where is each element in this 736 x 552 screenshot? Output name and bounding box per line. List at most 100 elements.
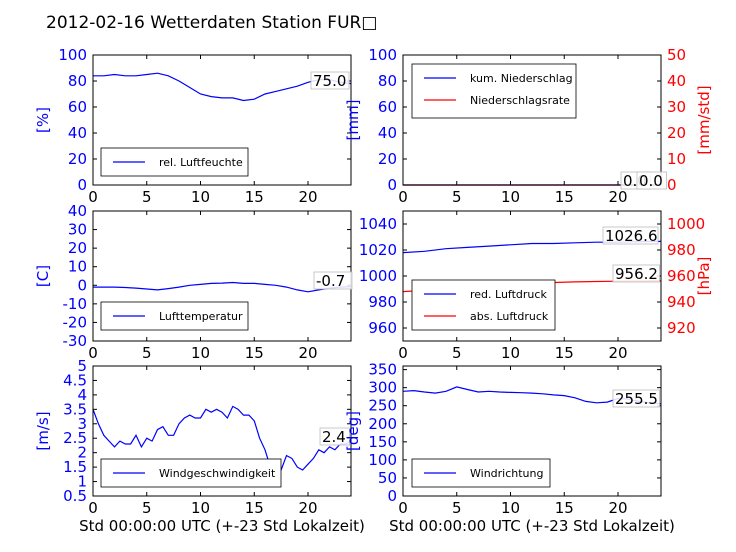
y-tick-label: 1 [77, 473, 87, 491]
value-label: 1026.6 [605, 227, 658, 245]
y-tick-label: 40 [68, 202, 87, 220]
legend-label: abs. Luftdruck [470, 310, 549, 323]
figure-title: 2012-02-16 Wetterdaten Station FUR□ [46, 13, 377, 33]
y-tick-label: 30 [68, 221, 87, 239]
y-tick-label: 150 [368, 433, 397, 451]
y-tick-label: 300 [368, 379, 397, 397]
x-tick-label: 5 [452, 344, 462, 362]
y-axis-label: [C] [34, 265, 52, 287]
y-right-axis-label: [mm/std] [695, 85, 713, 154]
value-label-right-box [612, 264, 660, 283]
y-tick-label: 960 [368, 319, 397, 337]
y-tick-label: 40 [378, 124, 397, 142]
value-label-box [319, 427, 350, 446]
value-label-box [310, 71, 350, 90]
x-tick-label: 20 [298, 188, 317, 206]
y-right-tick-label: 0 [667, 176, 677, 194]
legend-label: kum. Niederschlag [470, 72, 573, 85]
value-label-right: 0.0 [639, 172, 663, 190]
x-tick-label: 10 [501, 344, 520, 362]
y-tick-label: 0 [387, 487, 397, 505]
y-axis-label: [mm] [344, 100, 362, 141]
y-tick-label: 20 [68, 239, 87, 257]
x-tick-label: 0 [398, 344, 408, 362]
panel-3: 0 5 10 15 20-30-20-10010203040[C]Lufttempera… [34, 202, 353, 362]
legend-label: Niederschlagsrate [470, 94, 570, 107]
y-tick-label: 2 [77, 444, 87, 462]
y-axis-label: [m/s] [34, 411, 52, 450]
x-tick-label: 5 [452, 499, 462, 517]
x-tick-label: 10 [501, 499, 520, 517]
y-tick-label: 50 [378, 469, 397, 487]
legend-label: red. Luftdruck [470, 288, 547, 301]
x-tick-label: 20 [298, 499, 317, 517]
plot-frame [402, 365, 662, 497]
series-line-1 [92, 405, 352, 471]
y-tick-label: 20 [378, 150, 397, 168]
y-tick-label: 0 [77, 176, 87, 194]
legend-label: rel. Luftfeuchte [159, 156, 243, 169]
panel-2: 0 5 10 15 20 0 20 40 60 80 100 0 10 20 30 40 50 [mm] [mm/s… [344, 46, 713, 206]
y-tick-label: 350 [368, 361, 397, 379]
legend-box [411, 279, 556, 331]
x-tick-label: 10 [191, 344, 210, 362]
legend-box [411, 63, 577, 119]
x-tick-label: 15 [245, 499, 264, 517]
y-right-tick-label: 920 [667, 319, 696, 337]
y-tick-label: 0 [77, 276, 87, 294]
x-tick-label: 20 [608, 499, 627, 517]
y-tick-label: 5 [77, 357, 87, 375]
y-axis-label: [deg] [344, 411, 362, 451]
x-tick-label: 15 [555, 188, 574, 206]
y-right-tick-label: 30 [667, 98, 686, 116]
x-axis-label: Std 00:00:00 UTC (+-23 Std Lokalzeit) [79, 517, 365, 535]
y-tick-label: 4 [77, 386, 87, 404]
y-tick-label: 4.5 [63, 371, 87, 389]
panel-5: 0 5 10 15 200.511.522.533.544.55[m/s]Std 00:… [34, 357, 365, 535]
y-tick-label: 40 [68, 124, 87, 142]
y-tick-label: 10 [68, 258, 87, 276]
value-label: 2.4 [322, 428, 346, 446]
y-tick-label: 0.5 [63, 487, 87, 505]
y-tick-label: -20 [63, 313, 88, 331]
y-tick-label: 0 [387, 176, 397, 194]
y-right-tick-label: 20 [667, 124, 686, 142]
series-line-1 [93, 281, 352, 293]
y-tick-label: 100 [58, 46, 87, 64]
x-tick-label: 20 [608, 344, 627, 362]
x-tick-label: 0 [398, 188, 408, 206]
plot-frame [92, 54, 352, 186]
x-tick-label: 15 [555, 344, 574, 362]
y-tick-label: 80 [68, 72, 87, 90]
y-tick-label: -10 [63, 295, 88, 313]
x-tick-label: 5 [142, 188, 152, 206]
x-tick-label: 15 [245, 188, 264, 206]
y-tick-label: 100 [368, 451, 397, 469]
plot-frame [402, 210, 662, 342]
y-right-tick-label: 960 [667, 267, 696, 285]
y-right-tick-label: 940 [667, 293, 696, 311]
plot-frame [92, 365, 352, 497]
value-label-box [612, 389, 660, 408]
legend-box [100, 301, 249, 331]
y-tick-label: 250 [368, 397, 397, 415]
y-tick-label: 200 [368, 415, 397, 433]
y-tick-label: 3 [77, 415, 87, 433]
value-label-right: 956.2 [615, 265, 658, 283]
x-tick-label: 15 [555, 499, 574, 517]
y-right-axis-label: [hPa] [695, 257, 713, 296]
y-right-tick-label: 980 [667, 241, 696, 259]
y-tick-label: 60 [68, 98, 87, 116]
x-tick-label: 5 [452, 188, 462, 206]
legend-label: Windgeschwindigkeit [159, 467, 276, 480]
value-label-box [313, 271, 353, 290]
y-tick-label: 3.5 [63, 400, 87, 418]
x-tick-label: 20 [608, 188, 627, 206]
legend-label: Lufttemperatur [159, 310, 243, 323]
value-label-box [602, 226, 659, 245]
y-right-tick-label: 1000 [667, 215, 705, 233]
x-tick-label: 15 [245, 344, 264, 362]
panel-1: 0 5 10 15 20 0 20 40 60 80 100 [%] rel. Luftfeuchte 7… [34, 46, 352, 206]
